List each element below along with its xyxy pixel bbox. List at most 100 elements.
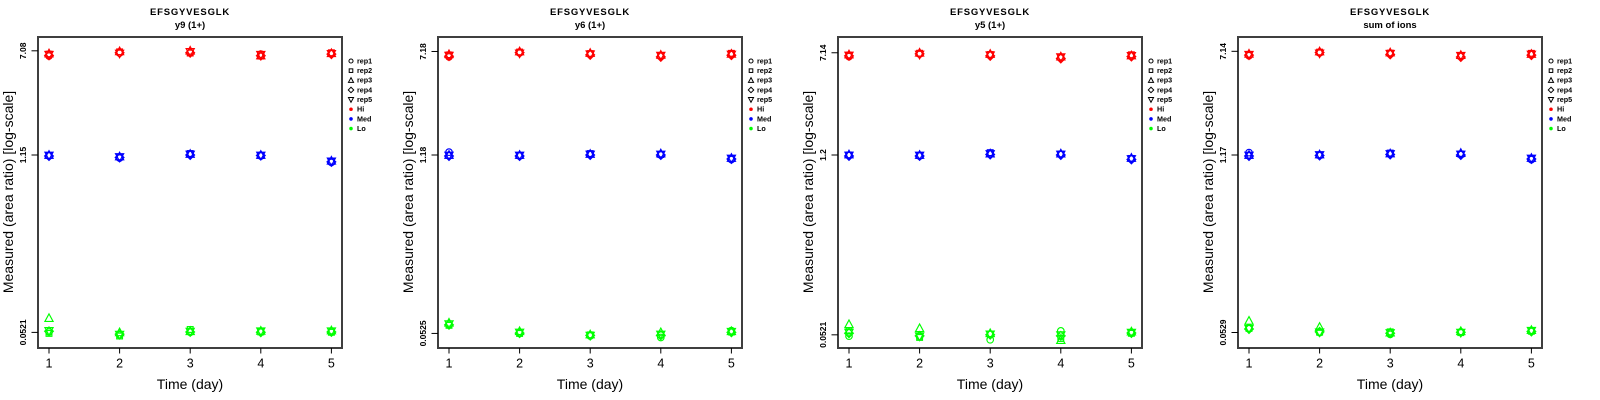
legend-label-Lo: Lo: [1557, 124, 1566, 133]
legend-label-rep1: rep1: [1557, 56, 1572, 65]
x-tick-label: 2: [916, 357, 923, 371]
legend-label-Lo: Lo: [757, 124, 766, 133]
triangle-down-marker: [185, 150, 196, 161]
triangle-down-marker: [1314, 328, 1325, 338]
triangle-down-marker: [443, 151, 455, 161]
triangle-down-marker: [1243, 324, 1255, 335]
hi-level-dot: [1549, 107, 1553, 112]
legend-label-rep3: rep3: [757, 76, 772, 85]
x-tick-label: 1: [446, 357, 453, 371]
triangle-down-marker: [985, 330, 996, 340]
legend-label-Lo: Lo: [1157, 124, 1166, 133]
triangle-up-marker: [514, 149, 525, 159]
triangle-down-marker: [1455, 51, 1466, 62]
triangle-down-marker: [655, 51, 666, 62]
hi-level-dot: [749, 107, 753, 112]
triangle-down-marker: [1526, 154, 1537, 165]
legend-label-Hi: Hi: [357, 105, 364, 114]
square-marker: [1148, 68, 1154, 73]
panel-y6-1plus: EFSGYVESGLK y6 (1+) 7.18 1.18 0.0525 1 2 3 4 5 Tim…: [400, 7, 772, 392]
panel-subtitle: y6 (1+): [575, 20, 605, 31]
triangle-up-marker: [43, 149, 55, 159]
triangle-up-marker: [347, 76, 355, 83]
triangle-down-marker: [1243, 50, 1255, 61]
triangle-down-marker: [326, 50, 337, 60]
x-tick-label: 1: [1246, 357, 1253, 371]
triangle-down-marker: [1126, 328, 1137, 339]
circle-marker: [1148, 58, 1154, 64]
triangle-up-marker: [747, 76, 755, 83]
triangle-down-marker: [726, 154, 737, 165]
triangle-down-marker: [1126, 52, 1137, 62]
triangle-down-marker: [1055, 331, 1066, 341]
x-tick-label: 5: [328, 357, 335, 371]
lo-level-dot: [1149, 126, 1153, 131]
legend-label-rep2: rep2: [1557, 66, 1572, 75]
x-tick-label: 4: [657, 357, 664, 371]
legend-label-rep1: rep1: [357, 56, 372, 65]
triangle-down-marker: [1126, 155, 1137, 165]
x-tick-label: 3: [587, 357, 594, 371]
triangle-up-marker: [585, 148, 596, 158]
triangle-down-marker: [914, 151, 925, 161]
legend-label-Med: Med: [1557, 114, 1571, 123]
circle-marker: [845, 332, 853, 341]
triangle-down-marker: [185, 47, 196, 58]
x-tick-label: 1: [846, 357, 853, 371]
hi-level-dot: [349, 107, 353, 112]
triangle-down-marker: [114, 330, 125, 341]
circle-marker: [348, 58, 354, 64]
legend-label-rep4: rep4: [1557, 85, 1572, 94]
panel-title: EFSGYVESGLK: [150, 7, 230, 18]
triangle-down-marker: [1243, 151, 1255, 162]
y-tick-label: 7.14: [818, 44, 828, 61]
panel-subtitle: y5 (1+): [975, 20, 1005, 31]
med-level-dot: [349, 117, 353, 121]
plot-box: [437, 36, 743, 349]
triangle-up-marker: [655, 326, 666, 337]
triangle-down-marker: [1455, 328, 1466, 339]
triangle-down-marker: [914, 50, 925, 61]
triangle-down-marker: [255, 50, 266, 61]
triangle-down-marker: [1385, 329, 1396, 339]
med-level-dot: [749, 117, 753, 121]
hi-level-dot: [1149, 107, 1153, 112]
legend-label-Hi: Hi: [1557, 105, 1564, 114]
triangle-down-marker: [326, 327, 337, 337]
y-axis-title: Measured (area ratio) [log-scale]: [400, 91, 416, 293]
legend-label-rep4: rep4: [1157, 85, 1172, 94]
x-tick-label: 3: [1387, 357, 1394, 371]
y-tick-label: 0.0529: [1218, 319, 1228, 345]
triangle-down-marker: [185, 327, 196, 338]
circle-marker: [1548, 58, 1554, 64]
x-axis-title: Time (day): [957, 376, 1023, 392]
y-tick-label: 1.17: [1218, 146, 1228, 163]
panel-title: EFSGYVESGLK: [550, 7, 630, 18]
diamond-marker: [747, 86, 755, 94]
legend-label-Med: Med: [357, 114, 371, 123]
legend-label-rep4: rep4: [357, 85, 372, 94]
triangle-up-marker: [914, 149, 925, 159]
triangle-up-marker: [985, 148, 996, 158]
triangle-down-marker: [514, 151, 525, 161]
x-axis-title: Time (day): [1357, 376, 1423, 392]
triangle-down-marker: [347, 97, 355, 104]
triangle-down-marker: [747, 97, 755, 104]
panel-y5-1plus: EFSGYVESGLK y5 (1+) 7.14 1.2 0.0521 1 2 3 4 5 Time…: [800, 7, 1172, 392]
x-tick-label: 2: [1316, 357, 1323, 371]
x-tick-label: 1: [46, 357, 53, 371]
triangle-up-marker: [255, 149, 266, 159]
square-marker: [748, 68, 754, 73]
y-tick-label: 1.2: [818, 149, 828, 161]
triangle-down-marker: [585, 331, 596, 342]
legend-label-Lo: Lo: [357, 124, 366, 133]
triangle-down-marker: [43, 326, 55, 337]
x-tick-label: 5: [1128, 357, 1135, 371]
triangle-down-marker: [1055, 53, 1066, 63]
triangle-down-marker: [585, 150, 596, 161]
legend-label-rep5: rep5: [757, 95, 772, 104]
diamond-marker: [347, 86, 355, 94]
panel-title: EFSGYVESGLK: [950, 7, 1030, 18]
triangle-up-marker: [114, 151, 125, 161]
legend-label-rep5: rep5: [1157, 95, 1172, 104]
